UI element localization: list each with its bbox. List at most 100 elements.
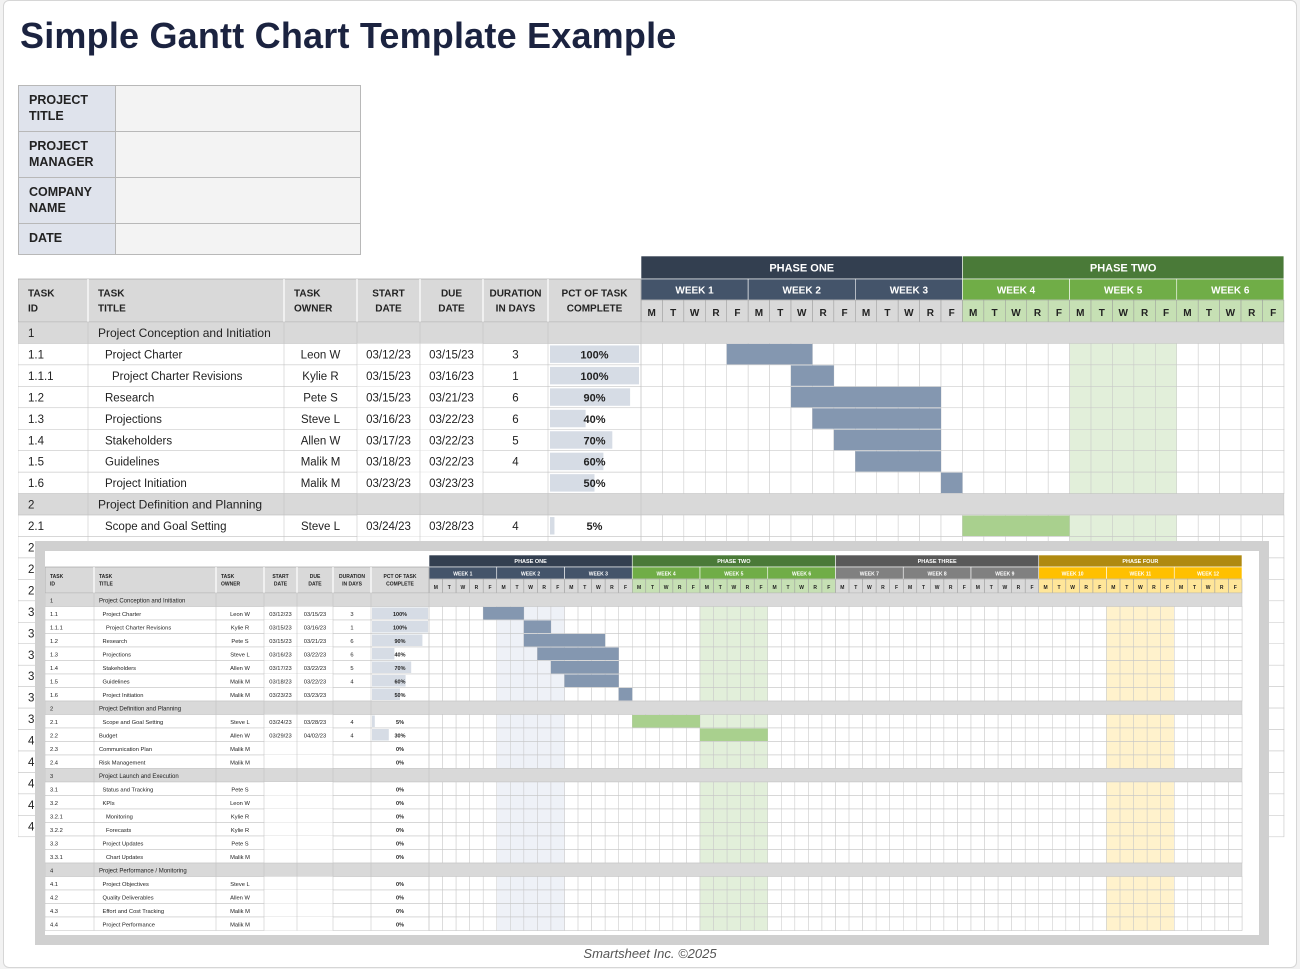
day-cell	[1005, 429, 1027, 451]
task-owner: Malik M	[230, 679, 250, 685]
day-cell	[564, 606, 579, 621]
week-label: WEEK 10	[1062, 571, 1084, 577]
day-cell	[930, 646, 945, 661]
day-cell	[848, 660, 863, 675]
day-cell	[550, 916, 565, 931]
day-cell	[618, 903, 633, 918]
company-name-field[interactable]	[115, 177, 361, 224]
day-cell	[767, 619, 782, 634]
task-title: Guidelines	[105, 457, 160, 469]
day-cell	[1201, 673, 1216, 688]
pct-fill-bar	[372, 607, 428, 619]
day-letter: R	[1152, 585, 1156, 591]
day-cell	[930, 822, 945, 837]
date-field[interactable]	[115, 223, 361, 255]
day-letter: M	[772, 585, 776, 591]
company-name-label: COMPANY NAME	[18, 177, 116, 224]
day-cell	[821, 687, 836, 702]
day-cell	[686, 660, 701, 675]
day-cell	[577, 781, 592, 796]
date-cell	[264, 782, 333, 796]
day-cell	[970, 633, 985, 648]
day-cell	[645, 619, 660, 634]
day-cell	[604, 903, 619, 918]
day-letter: W	[1206, 585, 1211, 591]
day-cell	[645, 687, 660, 702]
day-cell	[1052, 633, 1067, 648]
day-cell	[1065, 916, 1080, 931]
day-cell	[1187, 903, 1202, 918]
day-cell	[903, 727, 918, 742]
day-cell	[1174, 916, 1189, 931]
day-cell	[699, 916, 714, 931]
day-cell	[1079, 876, 1094, 891]
day-cell	[482, 916, 498, 931]
day-cell	[875, 754, 890, 769]
day-cell	[767, 903, 782, 918]
task-title: Monitoring	[106, 814, 133, 820]
day-cell	[1176, 407, 1199, 430]
day-letter: W	[732, 585, 737, 591]
day-cell	[442, 606, 457, 621]
day-cell	[916, 687, 931, 702]
project-title-field[interactable]	[115, 85, 361, 132]
column-header: TASK	[99, 574, 113, 580]
pct-complete: 100%	[580, 349, 608, 361]
day-cell	[537, 849, 552, 864]
day-letter: R	[949, 585, 953, 591]
day-cell	[1146, 903, 1161, 918]
day-letter: W	[1118, 308, 1128, 319]
day-cell	[1038, 660, 1053, 675]
day-cell	[496, 876, 511, 891]
day-cell	[957, 876, 972, 891]
task-id: 2.3	[50, 747, 58, 753]
day-cell	[510, 673, 525, 688]
day-cell	[672, 619, 687, 634]
pct-complete: 60%	[394, 679, 405, 685]
day-cell	[889, 889, 904, 904]
day-cell	[523, 916, 538, 931]
day-cell	[686, 808, 701, 823]
task-title: Project Objectives	[103, 882, 149, 888]
day-cell	[781, 916, 796, 931]
task-owner: Malik M	[301, 478, 341, 490]
day-cell	[1160, 849, 1175, 864]
day-cell	[794, 781, 809, 796]
day-cell	[683, 471, 706, 494]
day-cell	[591, 687, 606, 702]
day-cell	[943, 606, 958, 621]
task-id: 1	[28, 328, 34, 340]
day-cell	[740, 781, 755, 796]
day-cell	[640, 471, 663, 494]
day-cell	[726, 514, 749, 537]
column-header: TASK	[98, 289, 125, 300]
day-cell	[564, 741, 579, 756]
day-cell	[618, 606, 633, 621]
day-cell	[769, 407, 792, 430]
day-cell	[740, 741, 755, 756]
day-cell	[835, 741, 850, 756]
day-cell	[564, 916, 579, 931]
day-cell	[591, 714, 606, 729]
day-cell	[957, 673, 972, 688]
project-manager-field[interactable]	[115, 131, 361, 178]
day-cell	[577, 714, 592, 729]
day-cell	[1240, 386, 1263, 409]
day-cell	[767, 741, 782, 756]
day-letter: F	[692, 585, 695, 591]
day-cell	[683, 364, 706, 387]
due-date: 03/21/23	[304, 639, 326, 645]
day-cell	[510, 660, 525, 675]
day-cell	[1026, 407, 1049, 430]
day-cell	[672, 633, 687, 648]
group-title: Project Conception and Initiation	[99, 598, 185, 604]
day-letter: T	[448, 585, 451, 591]
day-cell	[984, 646, 999, 661]
day-cell	[428, 835, 443, 850]
day-cell	[482, 903, 498, 918]
day-cell	[577, 754, 592, 769]
day-cell	[699, 808, 714, 823]
day-cell	[523, 808, 538, 823]
day-cell	[970, 808, 985, 823]
gantt-bar	[537, 647, 619, 660]
